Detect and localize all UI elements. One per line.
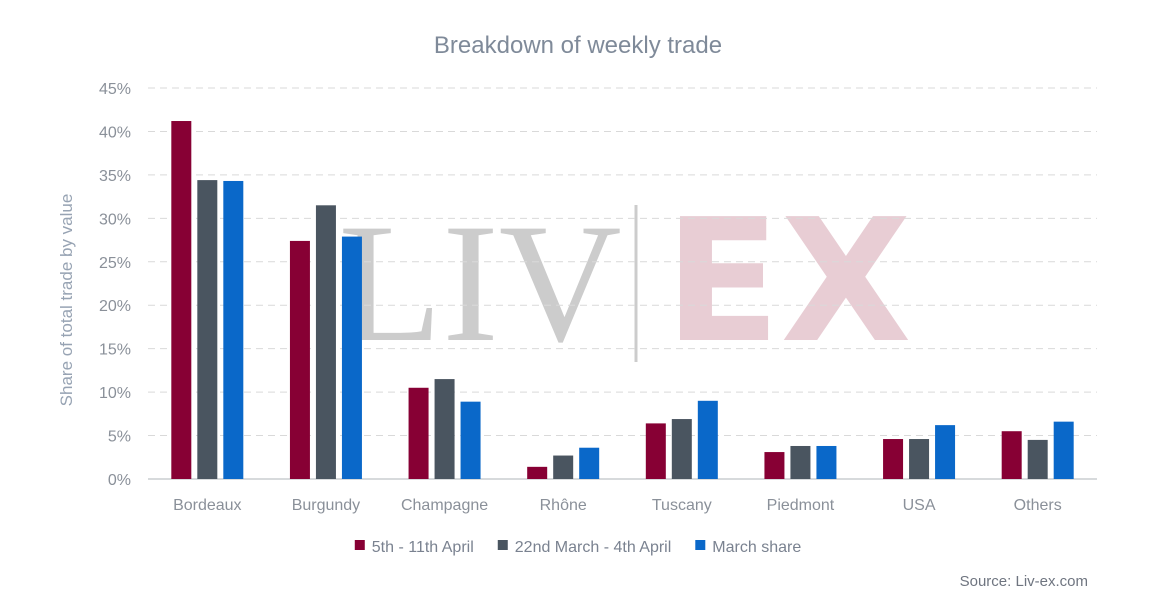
x-tick-label: Rhône [540,497,587,514]
x-tick-label: Bordeaux [173,497,242,514]
bar [816,445,837,479]
x-tick-label: Others [1014,497,1062,514]
legend-label: 5th - 11th April [372,539,474,556]
legend-label: 22nd March - 4th April [515,539,672,556]
x-tick-label: Champagne [401,497,488,514]
bars [171,121,1074,480]
x-tick-label: Tuscany [652,497,712,514]
x-tick-label: Piedmont [767,497,835,514]
legend-swatch [354,540,365,550]
bar [223,180,244,479]
bar [883,439,904,479]
x-tick-label: Burgundy [292,497,361,514]
y-tick-label: 5% [108,429,131,446]
bar [197,180,218,479]
bar [171,121,192,480]
y-tick-label: 35% [99,168,131,185]
bar [553,455,574,479]
bar [460,401,481,479]
x-axis-ticks: Bordeaux Burgundy Champagne Rhône Tuscany Pie… [173,497,1062,514]
y-tick-label: 15% [99,342,131,359]
bar [764,452,785,479]
y-axis-ticks: 0% 5% 10% 15% 20% 25% 30% 35% 40% 45% [99,81,131,489]
legend-swatch [497,540,508,550]
bar [790,445,811,479]
bar [697,400,718,479]
y-tick-label: 10% [99,385,131,402]
bar [1001,431,1022,479]
bar [935,425,956,479]
bar [1027,439,1048,479]
bar [341,236,362,479]
y-tick-label: 45% [99,81,131,98]
watermark-liv: LIV [338,189,621,377]
source-note: Source: Liv-ex.com [960,573,1088,590]
bar [289,240,310,479]
bar [645,423,666,479]
watermark-ex: EX [664,183,911,381]
bar [434,379,455,479]
bar [579,447,600,479]
legend-swatch [695,540,706,550]
y-tick-label: 40% [99,124,131,141]
y-tick-label: 25% [99,255,131,272]
legend-label: March share [712,539,801,556]
y-tick-label: 0% [108,472,131,489]
bar [671,419,692,479]
bar [527,466,548,479]
bar [315,205,336,480]
y-tick-label: 30% [99,211,131,228]
x-tick-label: USA [903,497,936,514]
legend: 5th - 11th April 22nd March - 4th April Ma… [354,539,801,556]
y-tick-label: 20% [99,298,131,315]
bar [909,439,930,479]
bar [408,387,429,479]
chart-title: Breakdown of weekly trade [434,32,722,59]
watermark: LIV EX [338,183,911,381]
y-axis-label: Share of total trade by value [57,194,76,407]
bar [1053,421,1074,479]
